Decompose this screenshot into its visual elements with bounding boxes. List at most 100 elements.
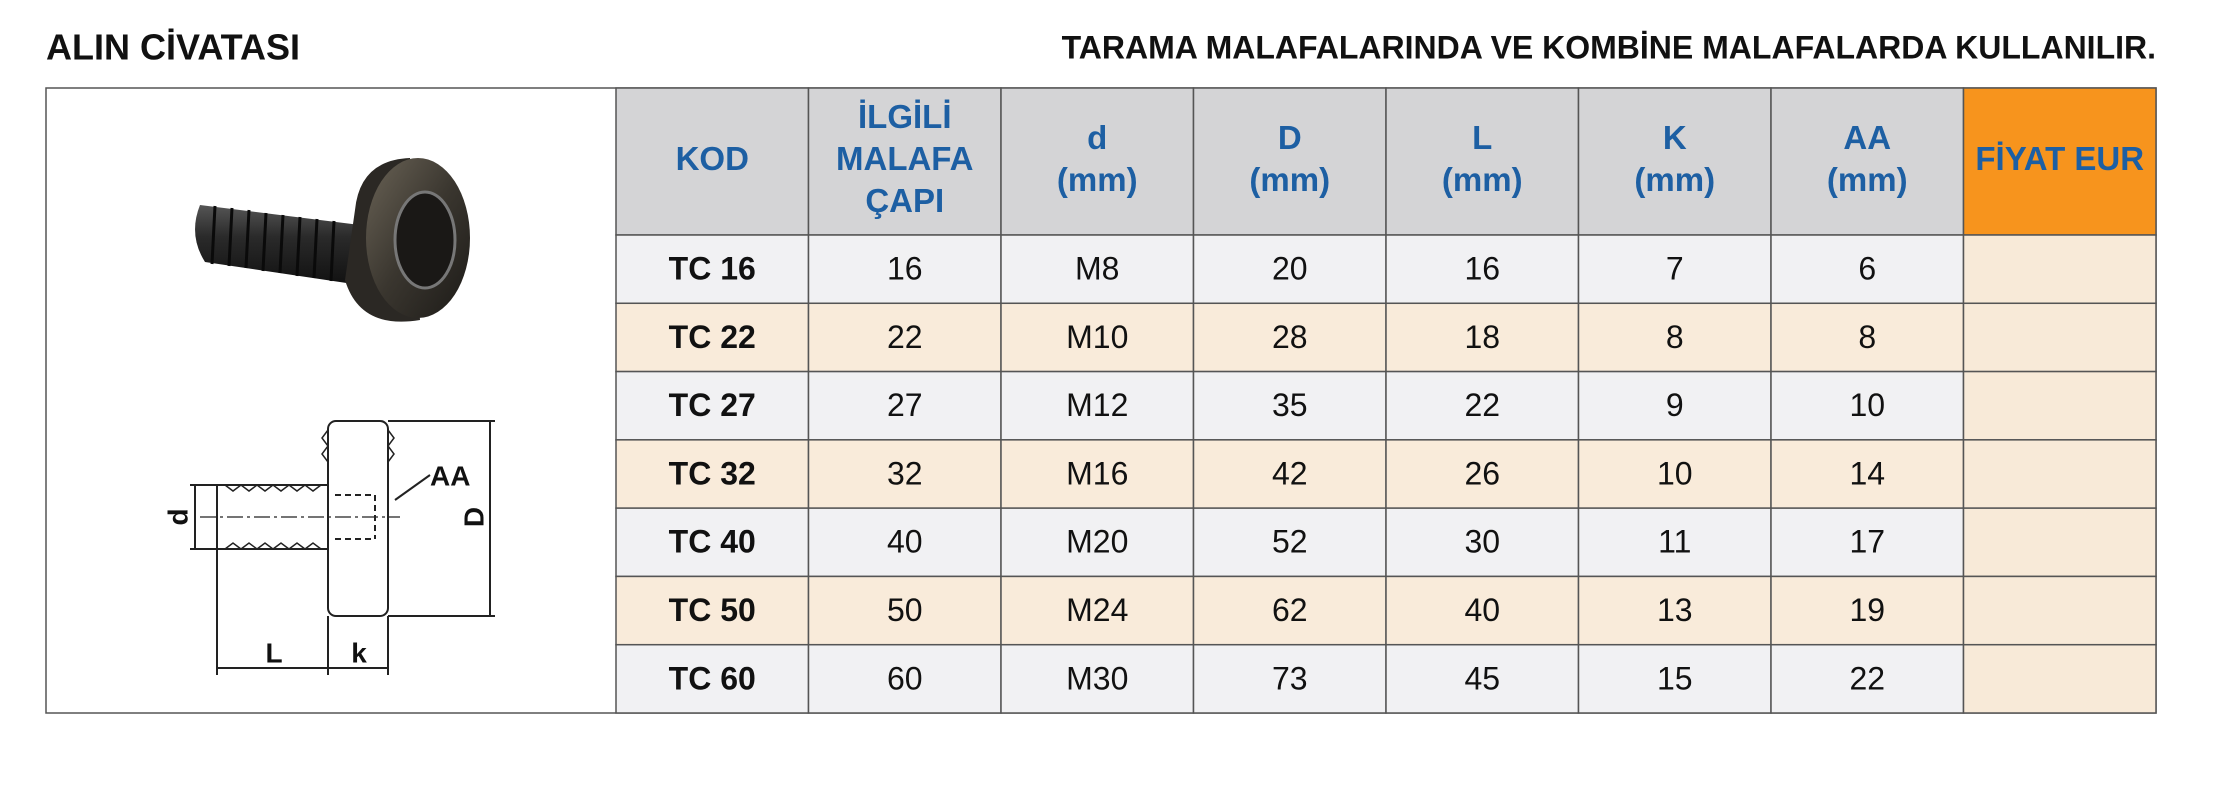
cell-text: 26 [1464, 455, 1500, 491]
cell [1962, 439, 2157, 509]
cell-text: 13 [1657, 592, 1693, 628]
cell-text: 45 [1464, 660, 1500, 696]
cell-text: 40 [887, 524, 923, 560]
cell [1962, 507, 2157, 578]
label-k: k [351, 637, 367, 668]
cell [615, 575, 810, 646]
cell-text: 22 [1849, 660, 1885, 696]
cell-text: M10 [1066, 319, 1128, 355]
cell-text: M30 [1066, 660, 1128, 696]
cell [615, 507, 810, 578]
cell [1770, 302, 1965, 373]
cell [1770, 439, 1965, 509]
header-text: (mm) [1057, 161, 1138, 198]
header-text: D [1278, 119, 1302, 156]
header-cell [615, 87, 810, 236]
header-cell [1385, 87, 1580, 236]
cell [1192, 575, 1387, 646]
cell-text: 40 [1464, 592, 1500, 628]
header-text: (mm) [1634, 161, 1715, 198]
cell-text: 52 [1272, 524, 1308, 560]
cell [1192, 439, 1387, 509]
bolt-photo [195, 158, 470, 322]
cell [1577, 302, 1772, 373]
cell [1385, 575, 1580, 646]
cell-text: 50 [887, 592, 923, 628]
header-cell [1962, 87, 2157, 236]
code-cell-text: TC 50 [669, 592, 756, 628]
cell-text: 42 [1272, 455, 1308, 491]
cell-text: 35 [1272, 387, 1308, 423]
cell-text: 16 [887, 251, 923, 287]
cell [1577, 439, 1772, 509]
cell-text: 22 [887, 319, 923, 355]
cell-text: 20 [1272, 251, 1308, 287]
cell [807, 439, 1002, 509]
header-text: K [1663, 119, 1687, 156]
cell [1385, 302, 1580, 373]
code-cell-text: TC 16 [669, 251, 756, 287]
header-text: (mm) [1249, 161, 1330, 198]
cell-text: M24 [1066, 592, 1128, 628]
cell [1962, 234, 2157, 305]
cell [1577, 643, 1772, 714]
header-text: d [1087, 119, 1107, 156]
cell-text: 17 [1849, 524, 1885, 560]
header-text: İLGİLİ [858, 98, 952, 135]
cell-text: M8 [1075, 251, 1119, 287]
table: KOD İLGİLİ MALAFA ÇAPI d (mm) D (mm) L (mm) K (mm) A… [615, 87, 2157, 714]
cell [1577, 507, 1772, 578]
cell [1962, 643, 2157, 714]
label-L: L [265, 637, 282, 668]
code-cell-text: TC 22 [669, 319, 756, 355]
cell-text: 15 [1657, 660, 1693, 696]
cell [1385, 234, 1580, 305]
header-cell [1192, 87, 1387, 236]
cell-text: 22 [1464, 387, 1500, 423]
header-cell [1770, 87, 1965, 236]
cell-text: 14 [1849, 455, 1885, 491]
cell-text: 16 [1464, 251, 1500, 287]
cell-text: 62 [1272, 592, 1308, 628]
header-text: AA [1843, 119, 1891, 156]
code-cell-text: TC 40 [669, 524, 756, 560]
header-text: FİYAT EUR [1975, 140, 2144, 177]
cell [807, 575, 1002, 646]
cell [1770, 643, 1965, 714]
cell-text: M16 [1066, 455, 1128, 491]
cell [1962, 575, 2157, 646]
cell [1385, 643, 1580, 714]
cell-text: 7 [1666, 251, 1684, 287]
code-cell-text: TC 60 [669, 660, 756, 696]
bolt-drawing [190, 420, 495, 675]
cell [1000, 439, 1195, 509]
cell [615, 439, 810, 509]
cell [1385, 507, 1580, 578]
cell [1577, 234, 1772, 305]
header-cell [1000, 87, 1195, 236]
cell-text: 6 [1858, 251, 1876, 287]
cell-text: 10 [1657, 455, 1693, 491]
code-cell-text: TC 27 [669, 387, 756, 423]
cell [1192, 370, 1387, 441]
header-text: L [1472, 119, 1492, 156]
cell [1000, 507, 1195, 578]
cell [1962, 302, 2157, 373]
cell [1000, 575, 1195, 646]
cell [1000, 302, 1195, 373]
cell [1000, 643, 1195, 714]
header-text: (mm) [1442, 161, 1523, 198]
header-text: ÇAPI [865, 182, 944, 219]
cell-text: M20 [1066, 524, 1128, 560]
cell-text: 8 [1666, 319, 1684, 355]
cell [1577, 575, 1772, 646]
header-text: (mm) [1827, 161, 1908, 198]
cell-text: 18 [1464, 319, 1500, 355]
label-D: D [458, 507, 489, 527]
subtitle: TARAMA MALAFALARINDA VE KOMBİNE MALAFALA… [1062, 29, 2156, 65]
header-text: KOD [676, 140, 749, 177]
cell-text: 73 [1272, 660, 1308, 696]
cell-text: M12 [1066, 387, 1128, 423]
cell-text: 19 [1849, 592, 1885, 628]
